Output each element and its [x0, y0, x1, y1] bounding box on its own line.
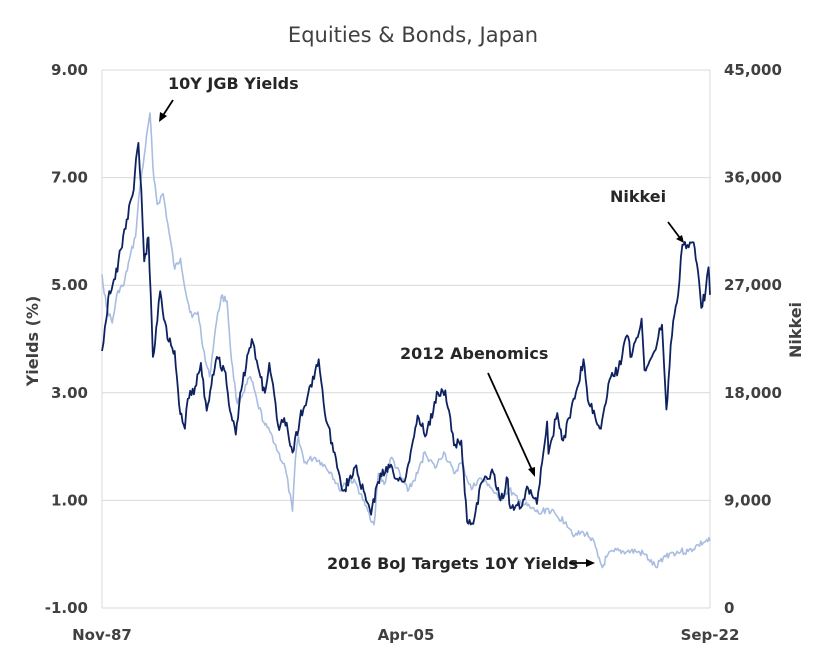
annotation-abenomics: 2012 Abenomics — [400, 344, 548, 363]
y-tick-label: 7.00 — [51, 169, 88, 187]
x-tick-label: Apr-05 — [378, 626, 435, 644]
annotation-abenomics-arrowhead — [528, 467, 535, 477]
y-tick-label: 1.00 — [51, 491, 88, 509]
annotation-boj-arrowhead — [586, 559, 595, 567]
annotation-abenomics-arrow — [487, 372, 533, 471]
y2-axis-label: Nikkei — [786, 302, 805, 358]
series-jgb-yields-line — [101, 112, 711, 569]
x-axis-ticks: Nov-87 Apr-05 Sep-22 — [72, 626, 739, 644]
chart-title: Equities & Bonds, Japan — [288, 23, 538, 47]
annotation-jgb: 10Y JGB Yields — [168, 74, 299, 93]
y2-tick-label: 45,000 — [724, 61, 782, 79]
y2-tick-label: 18,000 — [724, 384, 782, 402]
annotation-nikkei-arrowhead — [676, 235, 684, 243]
y-tick-label: 5.00 — [51, 276, 88, 294]
annotation-nikkei-arrow — [667, 221, 681, 239]
y-tick-label: -1.00 — [45, 599, 88, 617]
y2-tick-label: 0 — [724, 599, 734, 617]
x-tick-label: Sep-22 — [681, 626, 740, 644]
series-nikkei-line — [101, 141, 711, 526]
y2-tick-label: 36,000 — [724, 169, 782, 187]
annotation-boj: 2016 BoJ Targets 10Y Yields — [327, 554, 578, 573]
annotation-nikkei: Nikkei — [610, 187, 666, 206]
y-tick-label: 3.00 — [51, 384, 88, 402]
annotations: 10Y JGB Yields Nikkei 2012 Abenomics 201… — [159, 74, 684, 573]
y-tick-label: 9.00 — [51, 61, 88, 79]
annotation-jgb-arrowhead — [159, 112, 167, 122]
annotation-jgb-arrow — [161, 99, 174, 118]
gridlines — [102, 69, 710, 501]
y2-axis-ticks: 0 9,000 18,000 27,000 36,000 45,000 — [724, 61, 782, 617]
x-tick-label: Nov-87 — [72, 626, 132, 644]
y2-tick-label: 27,000 — [724, 276, 782, 294]
y-axis-ticks: -1.00 1.00 3.00 5.00 7.00 9.00 — [45, 61, 88, 617]
y2-tick-label: 9,000 — [724, 491, 771, 509]
y-axis-label: Yields (%) — [23, 296, 42, 388]
